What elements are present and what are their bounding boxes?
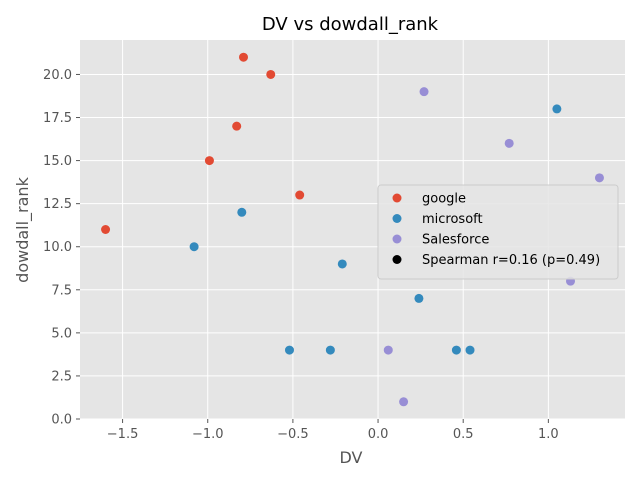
data-point xyxy=(101,225,111,234)
y-tick-label: 0.0 xyxy=(51,413,72,428)
y-tick-label: 2.5 xyxy=(51,369,72,384)
legend-label: Salesforce xyxy=(422,233,489,248)
data-point xyxy=(451,345,461,355)
legend-item: microsoft xyxy=(392,212,483,227)
legend-marker xyxy=(392,234,402,244)
data-point xyxy=(237,207,247,217)
data-point xyxy=(189,242,199,252)
x-axis-label: DV xyxy=(340,448,363,467)
legend-item: Spearman r=0.16 (p=0.49) xyxy=(392,253,600,268)
x-tick-label: −1.0 xyxy=(192,427,224,442)
x-tick-label: 1.0 xyxy=(538,427,559,442)
legend: google microsoft Salesforce Spearman r=0.16… xyxy=(377,184,619,280)
legend-marker xyxy=(392,193,402,203)
data-point xyxy=(337,259,347,269)
x-tick-label: 0.5 xyxy=(453,427,474,442)
legend-label: Spearman r=0.16 (p=0.49) xyxy=(422,253,600,268)
data-point xyxy=(204,156,214,166)
legend-item: Salesforce xyxy=(392,233,489,248)
y-tick-label: 7.5 xyxy=(51,283,72,298)
y-tick-label: 5.0 xyxy=(51,326,72,341)
data-point xyxy=(284,345,294,355)
legend-frame xyxy=(377,184,619,280)
y-axis-ticks: 0.0 2.5 5.0 7.5 10.0 12.5 15.0 17.5 20.0 xyxy=(43,68,80,428)
y-tick-label: 15.0 xyxy=(43,154,72,169)
series-google xyxy=(101,52,305,234)
data-point xyxy=(504,138,514,148)
legend-marker xyxy=(392,255,402,264)
x-tick-label: −0.5 xyxy=(277,427,309,442)
data-point xyxy=(594,173,604,183)
data-point xyxy=(465,345,475,355)
x-axis-ticks: −1.5 −1.0 −0.5 0.0 0.5 1.0 xyxy=(107,419,559,442)
data-point xyxy=(232,121,242,131)
grid xyxy=(80,40,625,420)
data-points xyxy=(101,52,604,407)
data-point xyxy=(414,293,424,303)
data-point xyxy=(325,345,335,355)
y-tick-label: 12.5 xyxy=(43,197,72,212)
y-axis-label: dowdall_rank xyxy=(13,176,33,282)
data-point xyxy=(399,397,409,407)
y-tick-label: 10.0 xyxy=(43,240,72,255)
x-tick-label: 0.0 xyxy=(368,427,389,442)
y-tick-label: 17.5 xyxy=(43,111,72,126)
legend-item: google xyxy=(392,192,466,207)
data-point xyxy=(266,69,276,79)
data-point xyxy=(419,87,429,97)
legend-label: google xyxy=(422,192,466,207)
data-point xyxy=(552,104,562,114)
x-tick-label: −1.5 xyxy=(107,427,139,442)
legend-marker xyxy=(392,214,402,223)
legend-label: microsoft xyxy=(422,212,483,227)
y-tick-label: 20.0 xyxy=(43,68,72,83)
data-point xyxy=(239,52,248,62)
data-point xyxy=(295,190,305,200)
data-point xyxy=(383,345,393,355)
chart-title: DV vs dowdall_rank xyxy=(262,14,439,35)
series-microsoft xyxy=(189,104,562,355)
